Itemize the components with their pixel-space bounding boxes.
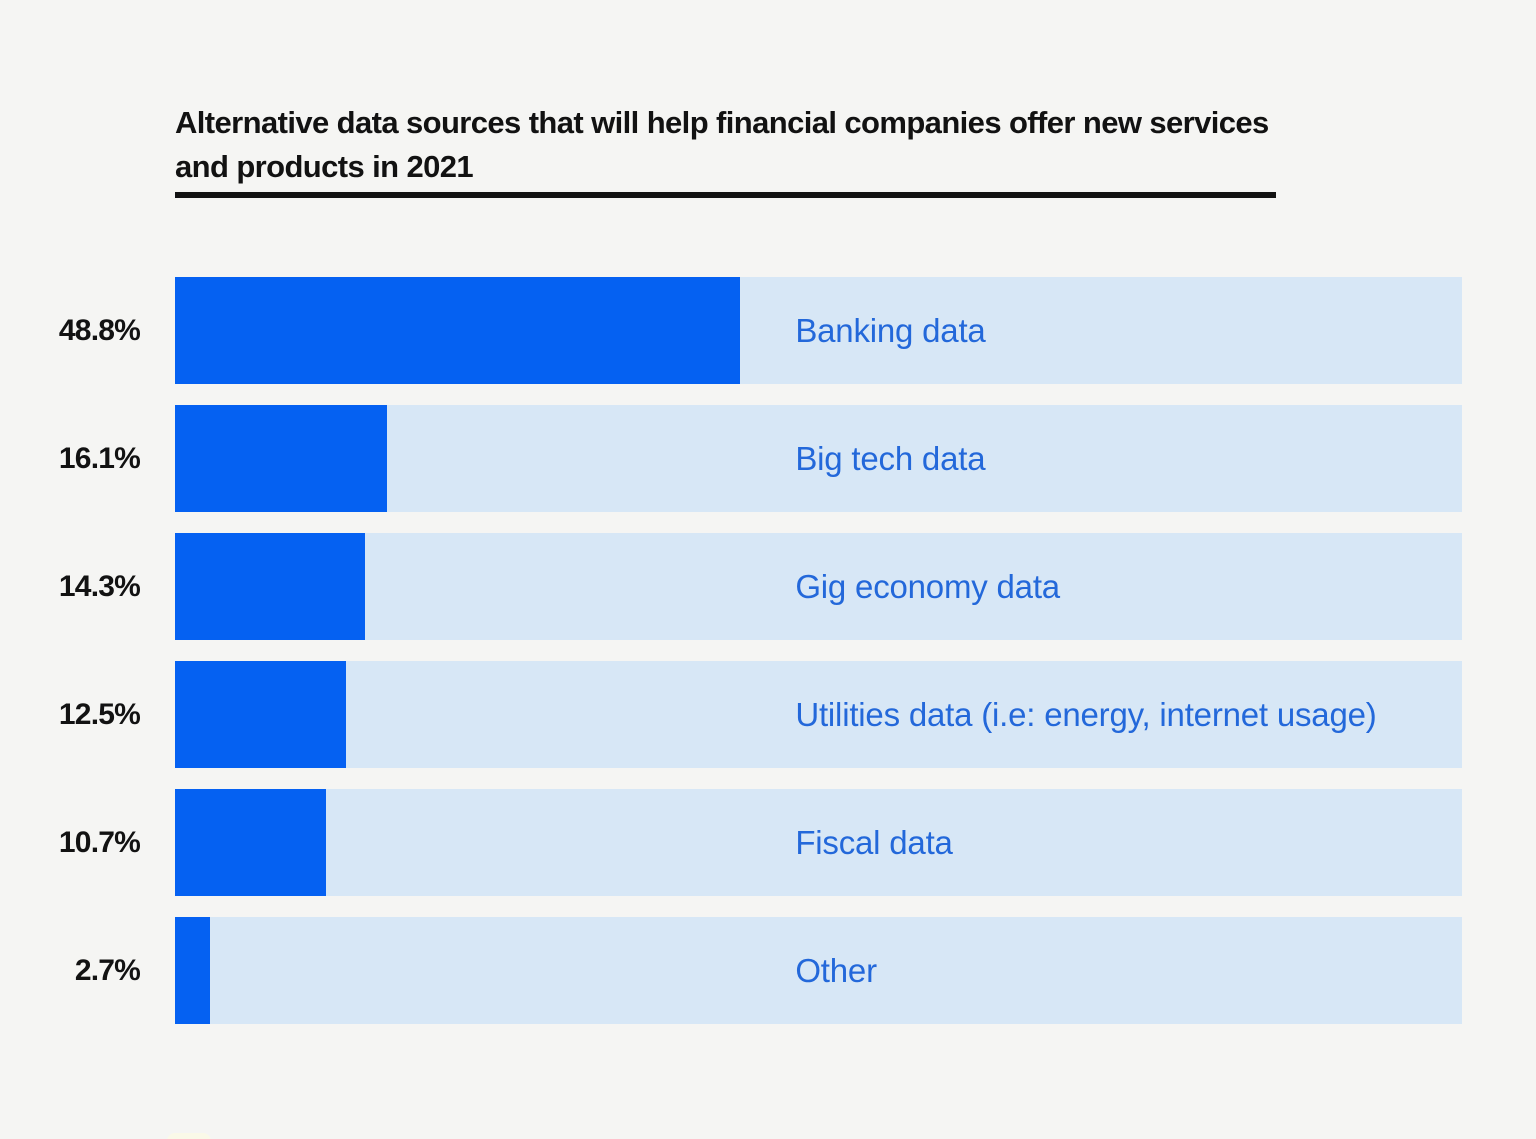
bar-track: Utilities data (i.e: energy, internet us… xyxy=(175,661,1462,768)
bar-fill xyxy=(175,405,388,512)
chart-title: Alternative data sources that will help … xyxy=(175,105,1269,184)
bar-fill xyxy=(175,533,366,640)
category-label: Gig economy data xyxy=(795,567,1060,605)
bar-fill xyxy=(175,277,740,384)
bar-row: 48.8% Banking data xyxy=(0,277,1536,384)
category-label: Banking data xyxy=(795,311,986,349)
value-label: 14.3% xyxy=(58,569,141,603)
bar-track: Gig economy data xyxy=(175,533,1462,640)
bar-fill xyxy=(175,917,210,1024)
value-label: 16.1% xyxy=(58,441,141,475)
bar-row: 2.7% Other xyxy=(0,917,1536,1024)
bar-track: Other xyxy=(175,917,1462,1024)
bar-row: 16.1% Big tech data xyxy=(0,405,1536,512)
value-label: 10.7% xyxy=(58,825,141,859)
bar-track: Banking data xyxy=(175,277,1462,384)
bar-chart: 48.8% Banking data 16.1% Big tech data 14.3%… xyxy=(0,277,1536,1045)
category-label: Utilities data (i.e: energy, internet us… xyxy=(795,695,1377,733)
title-underline xyxy=(175,192,1276,198)
bar-track: Big tech data xyxy=(175,405,1462,512)
bar-row: 14.3% Gig economy data xyxy=(0,533,1536,640)
bar-track: Fiscal data xyxy=(175,789,1462,896)
value-label: 2.7% xyxy=(74,953,141,987)
bar-fill xyxy=(175,661,347,768)
bar-fill xyxy=(175,789,326,896)
value-label: 48.8% xyxy=(58,313,141,347)
value-label: 12.5% xyxy=(58,697,141,731)
bar-row: 10.7% Fiscal data xyxy=(0,789,1536,896)
category-label: Big tech data xyxy=(795,439,986,477)
bar-row: 12.5% Utilities data (i.e: energy, intern… xyxy=(0,661,1536,768)
category-label: Other xyxy=(795,951,877,989)
cutoff-card-top xyxy=(167,1133,211,1139)
category-label: Fiscal data xyxy=(795,823,953,861)
